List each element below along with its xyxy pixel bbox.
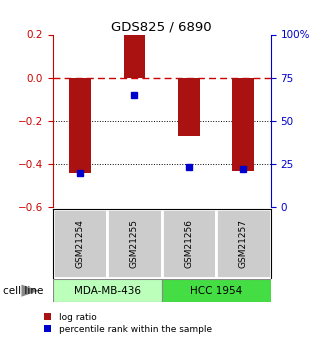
Text: GSM21255: GSM21255 — [130, 219, 139, 268]
Bar — [69, 78, 91, 172]
Polygon shape — [21, 285, 39, 297]
Text: HCC 1954: HCC 1954 — [190, 286, 242, 296]
Text: MDA-MB-436: MDA-MB-436 — [74, 286, 141, 296]
Bar — [162, 279, 271, 302]
Text: GSM21257: GSM21257 — [239, 219, 248, 268]
Text: GSM21256: GSM21256 — [184, 219, 193, 268]
Title: GDS825 / 6890: GDS825 / 6890 — [112, 20, 212, 33]
Text: GSM21254: GSM21254 — [76, 219, 84, 268]
Legend: log ratio, percentile rank within the sample: log ratio, percentile rank within the sa… — [44, 313, 212, 334]
Bar — [53, 279, 162, 302]
Bar — [178, 78, 200, 136]
Bar — [216, 209, 271, 278]
Bar — [107, 209, 162, 278]
Bar — [53, 209, 107, 278]
Bar — [123, 34, 145, 78]
Bar — [162, 209, 216, 278]
Bar — [232, 78, 254, 171]
Text: cell line: cell line — [3, 286, 44, 296]
